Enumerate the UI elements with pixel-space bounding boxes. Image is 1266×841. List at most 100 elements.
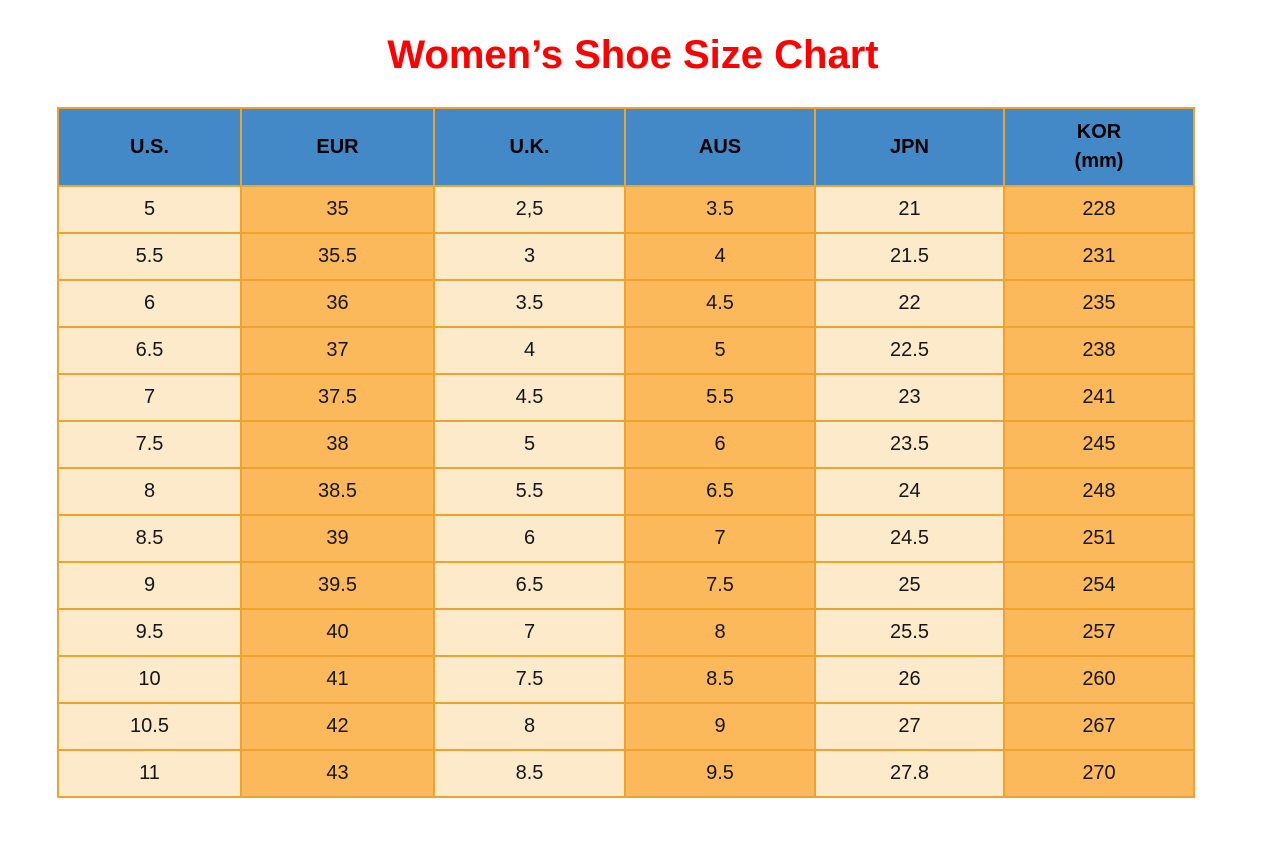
size-cell-jpn: 26 (814, 655, 1005, 704)
size-cell-kor: 231 (1003, 232, 1195, 281)
size-cell-kor: 228 (1003, 185, 1195, 234)
size-cell-jpn: 27 (814, 702, 1005, 751)
size-cell-kor: 235 (1003, 279, 1195, 328)
size-cell-eur: 35.5 (240, 232, 435, 281)
table-body: 5 35 2,5 3.5 21 228 5.5 35.5 3 4 21.5 231 6 36 3.5 4.5 2… (57, 185, 1195, 798)
size-cell-jpn: 21.5 (814, 232, 1005, 281)
size-cell-kor: 267 (1003, 702, 1195, 751)
column-header-sublabel: (mm) (1074, 150, 1124, 172)
table-row: 5.5 35.5 3 4 21.5 231 (57, 232, 1195, 281)
size-cell-kor: 257 (1003, 608, 1195, 657)
size-cell-uk: 4 (433, 326, 626, 375)
size-cell-uk: 6.5 (433, 561, 626, 610)
column-header-label: EUR (316, 135, 359, 158)
size-cell-eur: 39 (240, 514, 435, 563)
size-cell-uk: 5.5 (433, 467, 626, 516)
table-row: 6 36 3.5 4.5 22 235 (57, 279, 1195, 328)
shoe-size-table: U.S. EUR U.K. AUS JPN KOR (mm) 5 35 2,5 3.5 21 228 5… (57, 107, 1195, 798)
size-cell-uk: 2,5 (433, 185, 626, 234)
column-header-label: AUS (698, 135, 742, 158)
size-cell-jpn: 23 (814, 373, 1005, 422)
size-cell-aus: 3.5 (624, 185, 816, 234)
size-cell-aus: 6 (624, 420, 816, 469)
size-cell-us: 5.5 (57, 232, 242, 281)
size-cell-eur: 35 (240, 185, 435, 234)
size-cell-eur: 41 (240, 655, 435, 704)
size-cell-aus: 5.5 (624, 373, 816, 422)
size-cell-kor: 238 (1003, 326, 1195, 375)
size-cell-us: 9.5 (57, 608, 242, 657)
size-cell-jpn: 24 (814, 467, 1005, 516)
column-header-jpn: JPN (814, 107, 1005, 187)
size-cell-eur: 37.5 (240, 373, 435, 422)
size-cell-jpn: 24.5 (814, 514, 1005, 563)
size-cell-eur: 40 (240, 608, 435, 657)
size-cell-uk: 6 (433, 514, 626, 563)
column-header-label: U.K. (509, 135, 550, 158)
size-cell-kor: 270 (1003, 749, 1195, 798)
size-cell-uk: 5 (433, 420, 626, 469)
column-header-us: U.S. (57, 107, 242, 187)
size-cell-us: 5 (57, 185, 242, 234)
size-cell-us: 6 (57, 279, 242, 328)
size-cell-eur: 38.5 (240, 467, 435, 516)
size-cell-us: 8 (57, 467, 242, 516)
column-header-label: U.S. (130, 135, 169, 158)
column-header-eur: EUR (240, 107, 435, 187)
size-cell-aus: 8 (624, 608, 816, 657)
table-row: 8 38.5 5.5 6.5 24 248 (57, 467, 1195, 516)
size-cell-jpn: 22.5 (814, 326, 1005, 375)
size-cell-eur: 43 (240, 749, 435, 798)
size-cell-jpn: 22 (814, 279, 1005, 328)
size-cell-kor: 251 (1003, 514, 1195, 563)
table-row: 8.5 39 6 7 24.5 251 (57, 514, 1195, 563)
size-cell-eur: 39.5 (240, 561, 435, 610)
size-cell-uk: 7 (433, 608, 626, 657)
size-cell-jpn: 21 (814, 185, 1005, 234)
size-cell-uk: 3 (433, 232, 626, 281)
column-header-kor: KOR (mm) (1003, 107, 1195, 187)
table-row: 7 37.5 4.5 5.5 23 241 (57, 373, 1195, 422)
table-header-row: U.S. EUR U.K. AUS JPN KOR (mm) (57, 107, 1195, 187)
column-header-uk: U.K. (433, 107, 626, 187)
size-cell-us: 8.5 (57, 514, 242, 563)
size-cell-aus: 4 (624, 232, 816, 281)
size-cell-aus: 7.5 (624, 561, 816, 610)
table-row: 9 39.5 6.5 7.5 25 254 (57, 561, 1195, 610)
size-cell-uk: 4.5 (433, 373, 626, 422)
size-cell-aus: 9.5 (624, 749, 816, 798)
table-row: 11 43 8.5 9.5 27.8 270 (57, 749, 1195, 798)
size-cell-kor: 254 (1003, 561, 1195, 610)
size-cell-aus: 6.5 (624, 467, 816, 516)
size-cell-jpn: 25 (814, 561, 1005, 610)
size-cell-aus: 5 (624, 326, 816, 375)
column-header-label: JPN (890, 135, 929, 158)
size-cell-us: 10 (57, 655, 242, 704)
column-header-aus: AUS (624, 107, 816, 187)
size-cell-kor: 245 (1003, 420, 1195, 469)
column-header-label: KOR (1076, 121, 1122, 143)
size-cell-eur: 38 (240, 420, 435, 469)
size-cell-us: 7.5 (57, 420, 242, 469)
size-cell-uk: 3.5 (433, 279, 626, 328)
table-row: 10 41 7.5 8.5 26 260 (57, 655, 1195, 704)
size-cell-kor: 260 (1003, 655, 1195, 704)
table-row: 9.5 40 7 8 25.5 257 (57, 608, 1195, 657)
size-cell-eur: 36 (240, 279, 435, 328)
size-cell-kor: 248 (1003, 467, 1195, 516)
size-cell-us: 10.5 (57, 702, 242, 751)
size-cell-uk: 8 (433, 702, 626, 751)
size-cell-us: 11 (57, 749, 242, 798)
table-row: 10.5 42 8 9 27 267 (57, 702, 1195, 751)
page-title: Women’s Shoe Size Chart (387, 33, 879, 77)
size-cell-aus: 7 (624, 514, 816, 563)
size-cell-us: 6.5 (57, 326, 242, 375)
size-cell-aus: 9 (624, 702, 816, 751)
size-cell-kor: 241 (1003, 373, 1195, 422)
size-cell-jpn: 23.5 (814, 420, 1005, 469)
table-head: U.S. EUR U.K. AUS JPN KOR (mm) (57, 107, 1195, 187)
size-cell-aus: 4.5 (624, 279, 816, 328)
size-cell-uk: 8.5 (433, 749, 626, 798)
table-row: 7.5 38 5 6 23.5 245 (57, 420, 1195, 469)
